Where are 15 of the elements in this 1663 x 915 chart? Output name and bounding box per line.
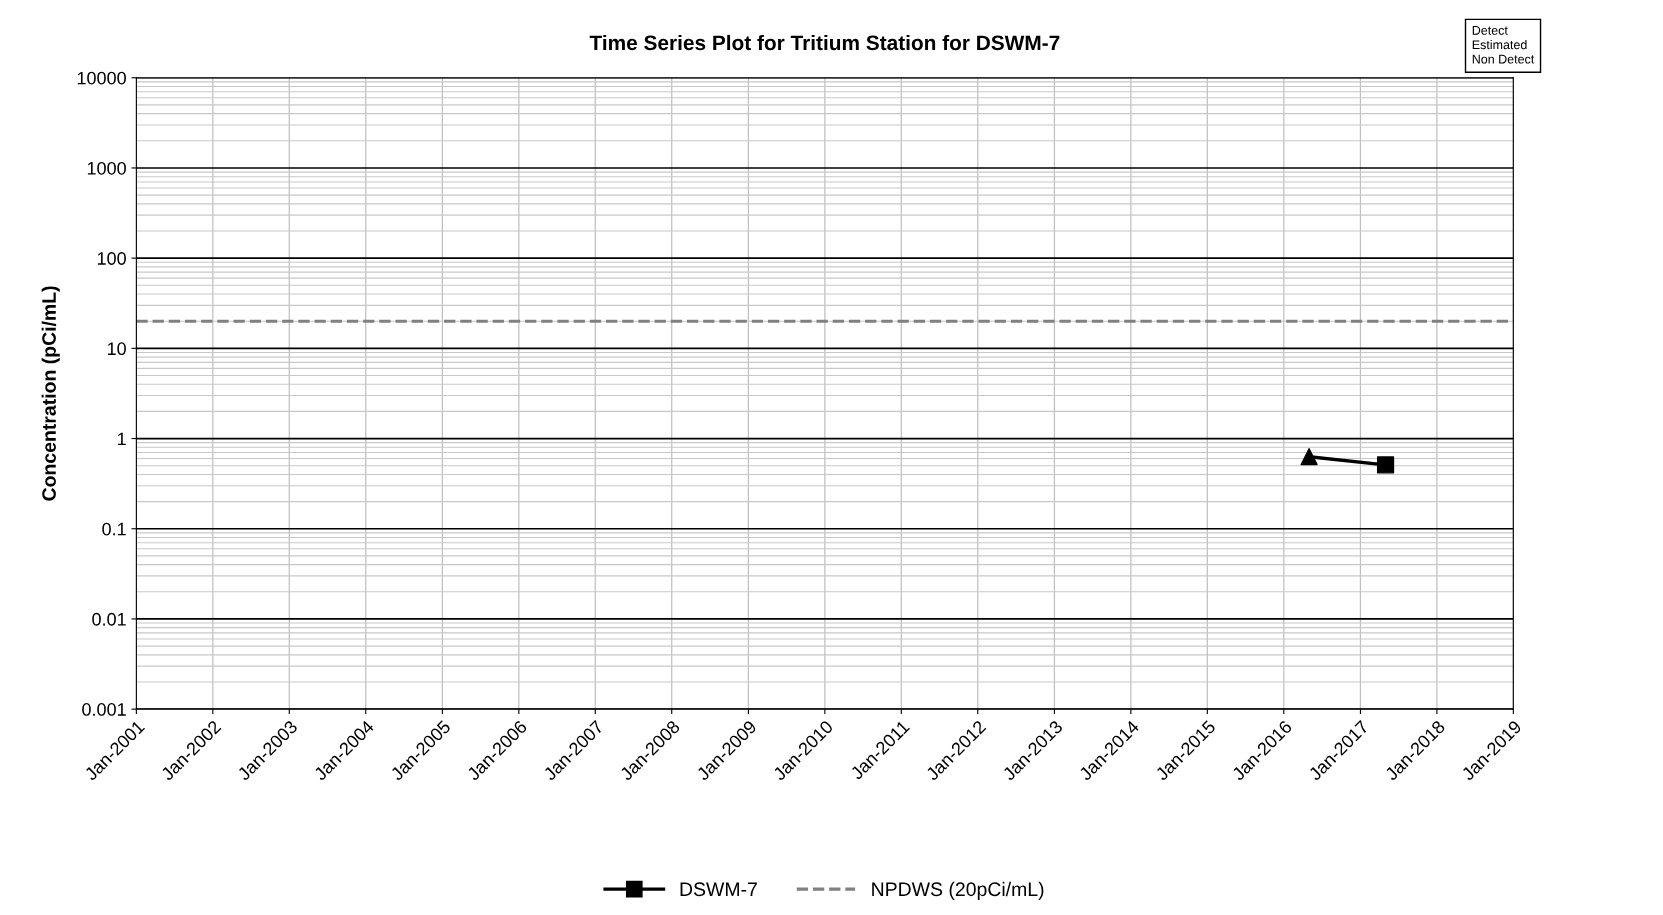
legend-label: NPDWS (20pCi/mL) xyxy=(872,881,1044,900)
y-tick-label: 10 xyxy=(107,342,126,356)
y-tick-label: 1000 xyxy=(87,161,126,175)
text: Non Detect xyxy=(1472,54,1535,64)
legend-label: DSWM-7 xyxy=(680,882,757,897)
chart-title: Time Series Plot for Tritium Station for DSWM-7 xyxy=(589,34,1060,51)
y-tick-label: 100 xyxy=(97,252,126,265)
text: Detect xyxy=(1472,26,1508,35)
y-axis-title: Concentration (pCi/mL) xyxy=(41,286,60,501)
y-tick-label: 0.001 xyxy=(82,703,126,716)
text: Estimated xyxy=(1472,39,1527,50)
y-tick-label: 0.1 xyxy=(102,522,126,536)
y-tick-label: 1 xyxy=(117,432,126,446)
y-tick-label: 0.01 xyxy=(92,612,126,626)
y-tick-label: 10000 xyxy=(77,71,126,85)
